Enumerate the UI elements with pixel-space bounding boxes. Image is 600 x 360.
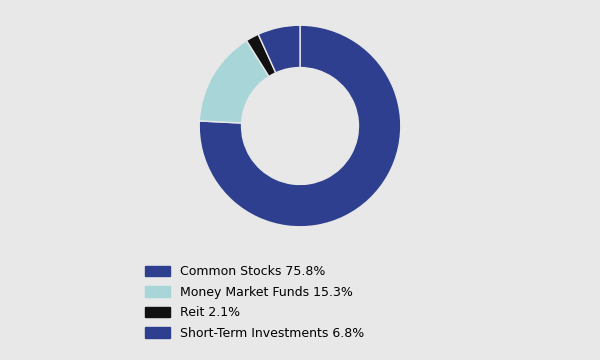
Wedge shape [199, 25, 401, 227]
Wedge shape [199, 41, 269, 123]
Wedge shape [247, 34, 276, 76]
Legend: Common Stocks 75.8%, Money Market Funds 15.3%, Reit 2.1%, Short-Term Investments: Common Stocks 75.8%, Money Market Funds … [138, 259, 370, 346]
Wedge shape [258, 25, 300, 73]
